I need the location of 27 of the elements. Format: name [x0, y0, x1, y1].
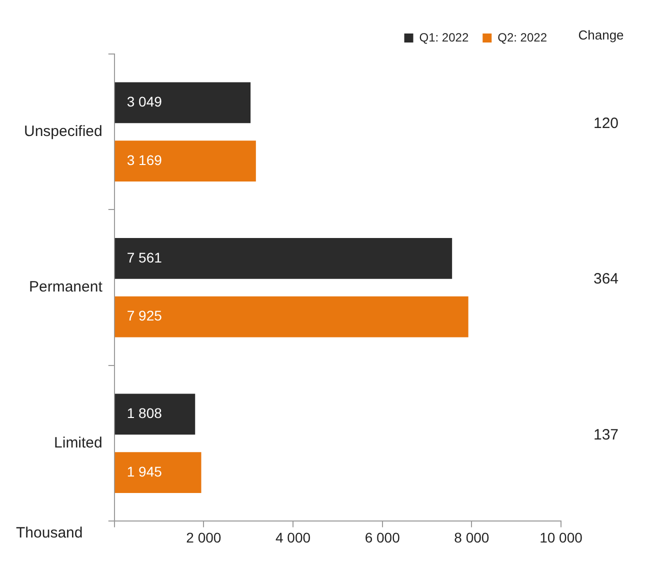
data-label: 7 925: [126, 308, 162, 324]
data-label: 1 808: [126, 404, 162, 421]
bar: [114, 452, 202, 493]
bar: [114, 82, 251, 124]
x-tick-label: 6 000: [364, 529, 400, 546]
x-tick-label: 4 000: [276, 529, 311, 546]
bar: [114, 238, 452, 279]
bar: [114, 296, 468, 338]
text: 120: [593, 115, 619, 132]
data-label: 7 561: [126, 249, 162, 266]
text: Change: [578, 28, 624, 43]
x-tick-label: 10 000: [540, 529, 583, 546]
y-tick-label: Permanent: [29, 278, 104, 296]
bar: [114, 140, 256, 182]
x-tick-label: 8 000: [454, 529, 490, 546]
x-tick-label: 2 000: [186, 529, 222, 546]
x-axis-title: Thousand: [16, 524, 83, 542]
legend-label: Q2: 2022: [498, 30, 548, 44]
y-tick-label: Unspecified: [24, 123, 102, 140]
text: 137: [593, 426, 619, 444]
bar: [114, 394, 196, 435]
text: 364: [593, 270, 619, 288]
data-label: 3 169: [126, 152, 162, 168]
y-tick-label: Limited: [54, 434, 102, 452]
legend-label: Q1: 2022: [419, 30, 469, 44]
data-label: 3 049: [126, 94, 162, 110]
data-label: 1 945: [126, 463, 162, 480]
